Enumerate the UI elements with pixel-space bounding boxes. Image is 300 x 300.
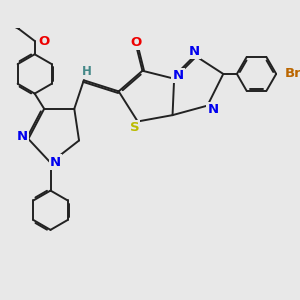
Text: O: O <box>130 36 142 49</box>
Text: N: N <box>208 103 219 116</box>
Text: O: O <box>38 35 49 48</box>
Text: N: N <box>189 45 200 58</box>
Text: Br: Br <box>284 68 300 80</box>
Text: N: N <box>172 69 184 82</box>
Text: S: S <box>130 121 139 134</box>
Text: N: N <box>50 155 61 169</box>
Text: H: H <box>81 65 91 78</box>
Text: N: N <box>16 130 28 143</box>
